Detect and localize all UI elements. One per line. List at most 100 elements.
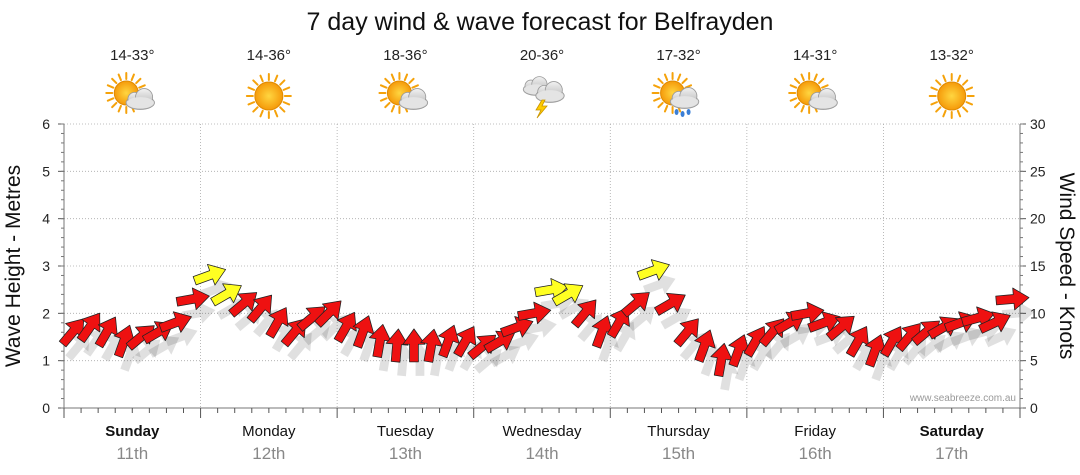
wind-arrow: [825, 315, 855, 342]
y-tick-label-right: 25: [1030, 163, 1046, 179]
wind-arrow: [246, 294, 273, 324]
wind-arrow: [845, 326, 869, 358]
y-tick-label-left: 0: [42, 400, 50, 416]
wind-arrow: [113, 324, 136, 359]
temperature-range: 17-32°: [656, 47, 700, 64]
wind-arrow-shadow: [132, 339, 161, 365]
wind-arrow-shadow: [523, 316, 557, 338]
wind-arrow: [807, 311, 841, 333]
y-tick-label-right: 5: [1030, 353, 1038, 369]
wind-arrow: [636, 259, 670, 281]
temperature-range: 13-32°: [930, 47, 974, 64]
day-label: Sunday: [105, 423, 160, 440]
y-axis-title-right: Wind Speed - Knots: [1055, 173, 1078, 360]
partly-cloudy-icon: [378, 72, 429, 114]
wind-arrow-shadow: [933, 330, 965, 354]
wind-arrow: [385, 328, 409, 363]
wind-arrow: [995, 287, 1030, 311]
day-label: Tuesday: [377, 423, 434, 440]
wind-arrow: [483, 330, 515, 354]
wind-arrow: [158, 311, 192, 333]
sunny-icon: [245, 73, 292, 119]
wind-arrow-shadow: [1001, 301, 1035, 324]
wind-arrow: [368, 324, 392, 359]
temperature-range: 14-31°: [793, 47, 837, 64]
wind-arrow-shadow: [287, 332, 312, 361]
temperature-range: 18-36°: [383, 47, 427, 64]
day-label: Monday: [242, 423, 296, 440]
wind-arrow: [228, 292, 258, 318]
y-tick-label-right: 20: [1030, 211, 1046, 227]
shower-icon: [651, 72, 700, 117]
wind-arrow-shadow: [148, 335, 180, 358]
y-tick-label-left: 6: [42, 116, 50, 132]
wind-arrow: [420, 328, 443, 363]
partly-cloudy-icon: [788, 72, 838, 114]
wind-arrow: [728, 334, 750, 368]
credit-text: www.seabreeze.com.au: [909, 393, 1016, 404]
date-label: 14th: [525, 444, 558, 463]
wind-arrow: [620, 292, 650, 318]
wind-arrow: [864, 334, 887, 368]
wind-arrow-shadow: [950, 325, 983, 347]
y-tick-label-right: 0: [1030, 400, 1038, 416]
y-tick-label-right: 30: [1030, 116, 1046, 132]
wind-arrow: [880, 326, 903, 358]
wind-arrow-shadow: [473, 349, 502, 374]
date-label: 15th: [662, 444, 695, 463]
date-label: 11th: [116, 444, 148, 463]
y-tick-label-left: 1: [42, 353, 50, 369]
y-tick-label-left: 4: [42, 211, 50, 227]
wind-arrow-shadow: [779, 326, 811, 349]
y-tick-label-right: 10: [1030, 305, 1046, 321]
y-axis-title-left: Wave Height - Metres: [2, 165, 25, 367]
wind-arrow: [76, 312, 101, 344]
wind-arrow-shadow: [506, 330, 539, 352]
wind-arrow: [333, 311, 357, 344]
wind-arrow: [352, 315, 375, 349]
wind-arrow: [94, 316, 118, 349]
wind-arrow: [790, 301, 825, 325]
wind-arrow-shadow: [642, 273, 676, 295]
wind-arrow: [402, 328, 426, 363]
wind-arrow: [175, 287, 210, 310]
wind-arrow: [265, 307, 289, 339]
date-label: 16th: [799, 444, 832, 463]
temperature-range: 20-36°: [520, 47, 564, 64]
wind-arrow-shadow: [765, 332, 790, 361]
date-label: 12th: [252, 444, 285, 463]
temperature-range: 14-36°: [247, 47, 291, 64]
wind-arrow: [591, 315, 614, 349]
sunny-icon: [928, 73, 975, 119]
wind-arrow: [673, 318, 699, 348]
day-label: Friday: [794, 423, 836, 440]
wind-arrow: [571, 299, 597, 329]
y-tick-label-left: 5: [42, 163, 50, 179]
wind-arrow: [314, 300, 342, 328]
wind-arrow-shadow: [984, 325, 1017, 348]
wind-arrow: [710, 342, 733, 377]
wind-arrow: [551, 283, 584, 307]
wind-arrow-shadow: [901, 337, 927, 366]
wind-arrow: [606, 307, 630, 339]
day-label: Thursday: [647, 423, 710, 440]
date-label: 17th: [935, 444, 968, 463]
wind-arrow: [192, 263, 227, 286]
thunderstorm-icon: [522, 76, 565, 119]
wind-arrow: [654, 292, 686, 316]
wind-arrow-shadow: [489, 345, 521, 368]
wind-arrow-shadow: [577, 313, 602, 342]
wind-arrow-shadow: [627, 306, 656, 332]
y-tick-label-left: 2: [42, 305, 50, 321]
day-label: Saturday: [920, 423, 985, 440]
wind-arrow: [210, 283, 242, 307]
partly-cloudy-icon: [105, 72, 155, 114]
wind-arrow: [978, 311, 1011, 334]
y-tick-label-right: 15: [1030, 258, 1046, 274]
chart-title: 7 day wind & wave forecast for Belfrayde…: [307, 8, 774, 36]
y-tick-label-left: 3: [42, 258, 50, 274]
temperature-range: 14-33°: [110, 47, 154, 64]
wind-arrow-shadow: [917, 334, 946, 360]
wind-arrow: [500, 316, 534, 338]
